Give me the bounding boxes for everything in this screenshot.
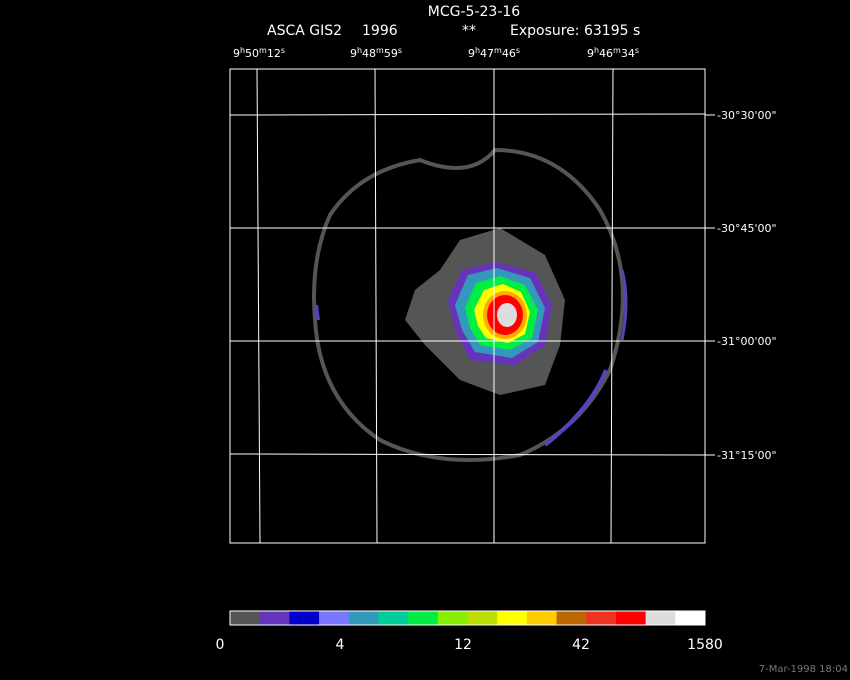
colorbar-cell bbox=[645, 611, 676, 625]
grid-line bbox=[229, 113, 706, 116]
ra-label: 9h48m59s bbox=[350, 46, 402, 60]
ra-value: 59 bbox=[384, 47, 398, 60]
ra-value: 46 bbox=[502, 47, 516, 60]
colorbar-label: 1580 bbox=[687, 637, 723, 653]
detector-ring bbox=[312, 147, 625, 462]
ra-value: 9 bbox=[350, 47, 357, 60]
source-core bbox=[497, 303, 517, 327]
ring-edge bbox=[620, 269, 628, 341]
ra-value: 47 bbox=[480, 47, 494, 60]
colorbar-cell bbox=[259, 611, 290, 625]
colorbar-frame bbox=[229, 610, 706, 626]
colorbar-cell bbox=[437, 611, 468, 625]
colorbar-cell bbox=[526, 611, 558, 625]
ra-unit: s bbox=[516, 46, 520, 55]
ring-edge bbox=[314, 304, 320, 321]
ra-unit: m bbox=[259, 46, 267, 55]
ra-value: 9 bbox=[587, 47, 594, 60]
grid-line bbox=[374, 68, 378, 544]
ring-edge bbox=[543, 369, 608, 447]
colorbar-cell bbox=[289, 611, 320, 625]
dec-label: -30°45'00" bbox=[717, 222, 777, 235]
ra-unit: m bbox=[613, 46, 621, 55]
ra-unit: h bbox=[475, 46, 480, 55]
ra-value: 46 bbox=[599, 47, 613, 60]
ra-unit: h bbox=[357, 46, 362, 55]
colorbar-label: 0 bbox=[216, 637, 225, 653]
ra-value: 34 bbox=[621, 47, 635, 60]
ra-value: 9 bbox=[233, 47, 240, 60]
colorbar-cell bbox=[467, 611, 498, 625]
instrument: ASCA GIS2 bbox=[267, 23, 342, 39]
colorbar-cell bbox=[348, 611, 379, 625]
ra-unit: m bbox=[376, 46, 384, 55]
colorbar-cell bbox=[319, 611, 350, 625]
flag: ** bbox=[462, 23, 476, 39]
ra-label: 9h47m46s bbox=[468, 46, 520, 60]
colorbar-cell bbox=[408, 611, 439, 625]
colorbar-label: 42 bbox=[572, 637, 590, 653]
colorbar-cell bbox=[230, 611, 261, 625]
colorbar-cell bbox=[556, 611, 587, 625]
colorbar-cell bbox=[586, 611, 617, 625]
dec-label: -31°15'00" bbox=[717, 449, 777, 462]
colorbar-cell bbox=[497, 611, 528, 625]
title: MCG-5-23-16 bbox=[428, 4, 520, 20]
ra-value: 50 bbox=[245, 47, 259, 60]
colorbar-cell bbox=[378, 611, 409, 625]
exposure: Exposure: 63195 s bbox=[510, 23, 640, 39]
grid-line bbox=[256, 68, 261, 544]
dec-label: -31°00'00" bbox=[717, 335, 777, 348]
colorbar-cell bbox=[615, 611, 647, 625]
year: 1996 bbox=[362, 23, 398, 39]
ra-label: 9h46m34s bbox=[587, 46, 639, 60]
ra-unit: h bbox=[240, 46, 245, 55]
ra-value: 48 bbox=[362, 47, 376, 60]
colorbar-cell bbox=[675, 611, 706, 625]
timestamp: 7-Mar-1998 18:04 bbox=[759, 664, 848, 675]
grid-line bbox=[610, 68, 614, 544]
ra-unit: m bbox=[494, 46, 502, 55]
sky-image bbox=[312, 147, 628, 462]
ra-value: 9 bbox=[468, 47, 475, 60]
ra-unit: h bbox=[594, 46, 599, 55]
grid-line bbox=[229, 453, 706, 456]
ra-value: 12 bbox=[267, 47, 281, 60]
ra-unit: s bbox=[281, 46, 285, 55]
ra-label: 9h50m12s bbox=[233, 46, 285, 60]
coordinate-grid bbox=[229, 68, 706, 544]
plot-frame bbox=[229, 68, 706, 544]
ra-unit: s bbox=[635, 46, 639, 55]
ra-unit: s bbox=[398, 46, 402, 55]
dec-label: -30°30'00" bbox=[717, 109, 777, 122]
colorbar-label: 12 bbox=[454, 637, 472, 653]
colorbar-label: 4 bbox=[336, 637, 345, 653]
